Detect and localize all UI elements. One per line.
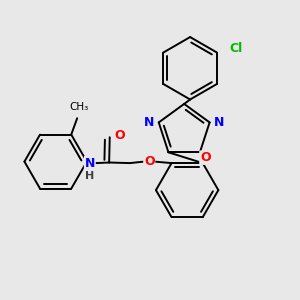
Text: O: O [114, 129, 124, 142]
Text: O: O [144, 155, 154, 168]
Text: Cl: Cl [229, 42, 242, 55]
Text: CH₃: CH₃ [69, 102, 88, 112]
Text: N: N [214, 116, 224, 129]
Text: O: O [200, 151, 211, 164]
Text: N: N [85, 157, 95, 169]
Text: H: H [85, 172, 94, 182]
Text: N: N [144, 116, 154, 129]
